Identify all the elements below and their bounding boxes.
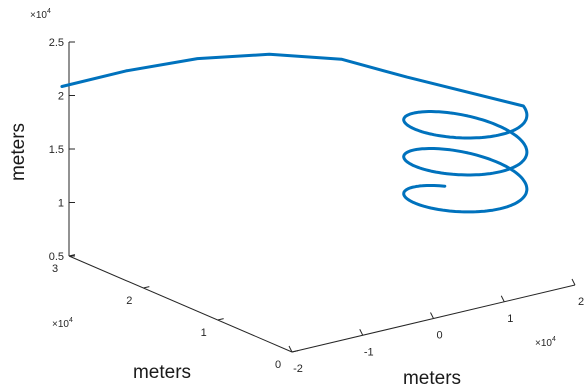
z-mult-exp: 4 — [47, 8, 51, 15]
z-mult-base: ×10 — [30, 10, 47, 21]
z-axis-label: meters — [8, 123, 29, 181]
y-tick-label: 1 — [201, 327, 207, 339]
y-mult-base: ×10 — [52, 319, 69, 330]
x-mult-exp: 4 — [552, 336, 556, 343]
x-axis-label: meters — [403, 368, 461, 389]
y-tick-mark — [68, 254, 76, 257]
z-tick-label: 0.5 — [49, 251, 64, 263]
x-tick-mark — [359, 329, 364, 336]
z-tick-label: 2.5 — [49, 37, 64, 49]
x-axis-multiplier: ×104 — [535, 336, 556, 349]
x-tick-label: 1 — [507, 313, 513, 325]
y-tick-mark — [291, 350, 299, 353]
y-axis-label: meters — [133, 362, 191, 383]
x-tick-label: 0 — [436, 330, 442, 342]
x-tick-label: -1 — [364, 346, 374, 358]
series-line — [60, 52, 529, 214]
series-layer — [60, 52, 529, 214]
x-mult-base: ×10 — [535, 338, 552, 349]
z-tick-label: 1.5 — [49, 144, 64, 156]
y-mult-exp: 4 — [69, 317, 73, 324]
x-tick-label: 2 — [578, 296, 584, 308]
z-tick-label: 1 — [58, 198, 64, 210]
z-tick-label: 2 — [58, 91, 64, 103]
x-tick-mark — [430, 312, 434, 319]
y-tick-label: 3 — [52, 263, 58, 275]
y-tick-mark — [143, 286, 150, 289]
x-tick-label: -2 — [293, 363, 303, 375]
y-axis-multiplier: ×104 — [52, 317, 73, 330]
y-tick-label: 0 — [275, 359, 281, 371]
x-tick-mark — [288, 345, 293, 353]
y-tick-label: 2 — [126, 295, 132, 307]
y-tick-mark — [217, 318, 224, 321]
x-tick-mark — [571, 278, 576, 286]
y-axis-line — [68, 255, 293, 353]
ticks-layer: 0.5 1 1.5 2 2.5 0 1 2 3 -2 -1 0 1 2 — [49, 37, 584, 375]
z-axis-multiplier: ×104 — [30, 8, 51, 21]
x-tick-mark — [500, 295, 505, 302]
